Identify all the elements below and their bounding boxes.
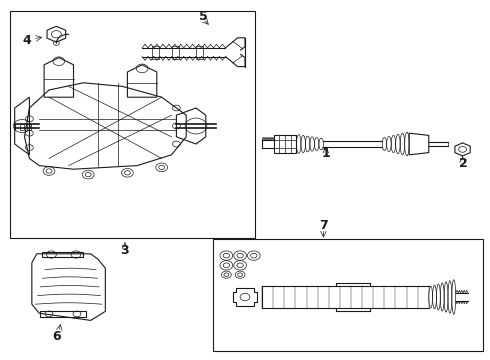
Bar [152,46,159,59]
Text: 1: 1 [321,147,330,159]
Text: 7: 7 [319,219,328,231]
Text: 3: 3 [121,244,129,257]
Bar [172,46,179,59]
Bar [213,239,483,351]
Text: 5: 5 [199,10,208,23]
Text: 4: 4 [23,34,31,47]
Bar [274,135,296,153]
Bar [10,11,255,238]
Text: 2: 2 [459,157,467,170]
Bar [20,124,24,130]
Text: 6: 6 [52,330,61,343]
Bar [27,124,31,130]
Bar [196,46,203,59]
